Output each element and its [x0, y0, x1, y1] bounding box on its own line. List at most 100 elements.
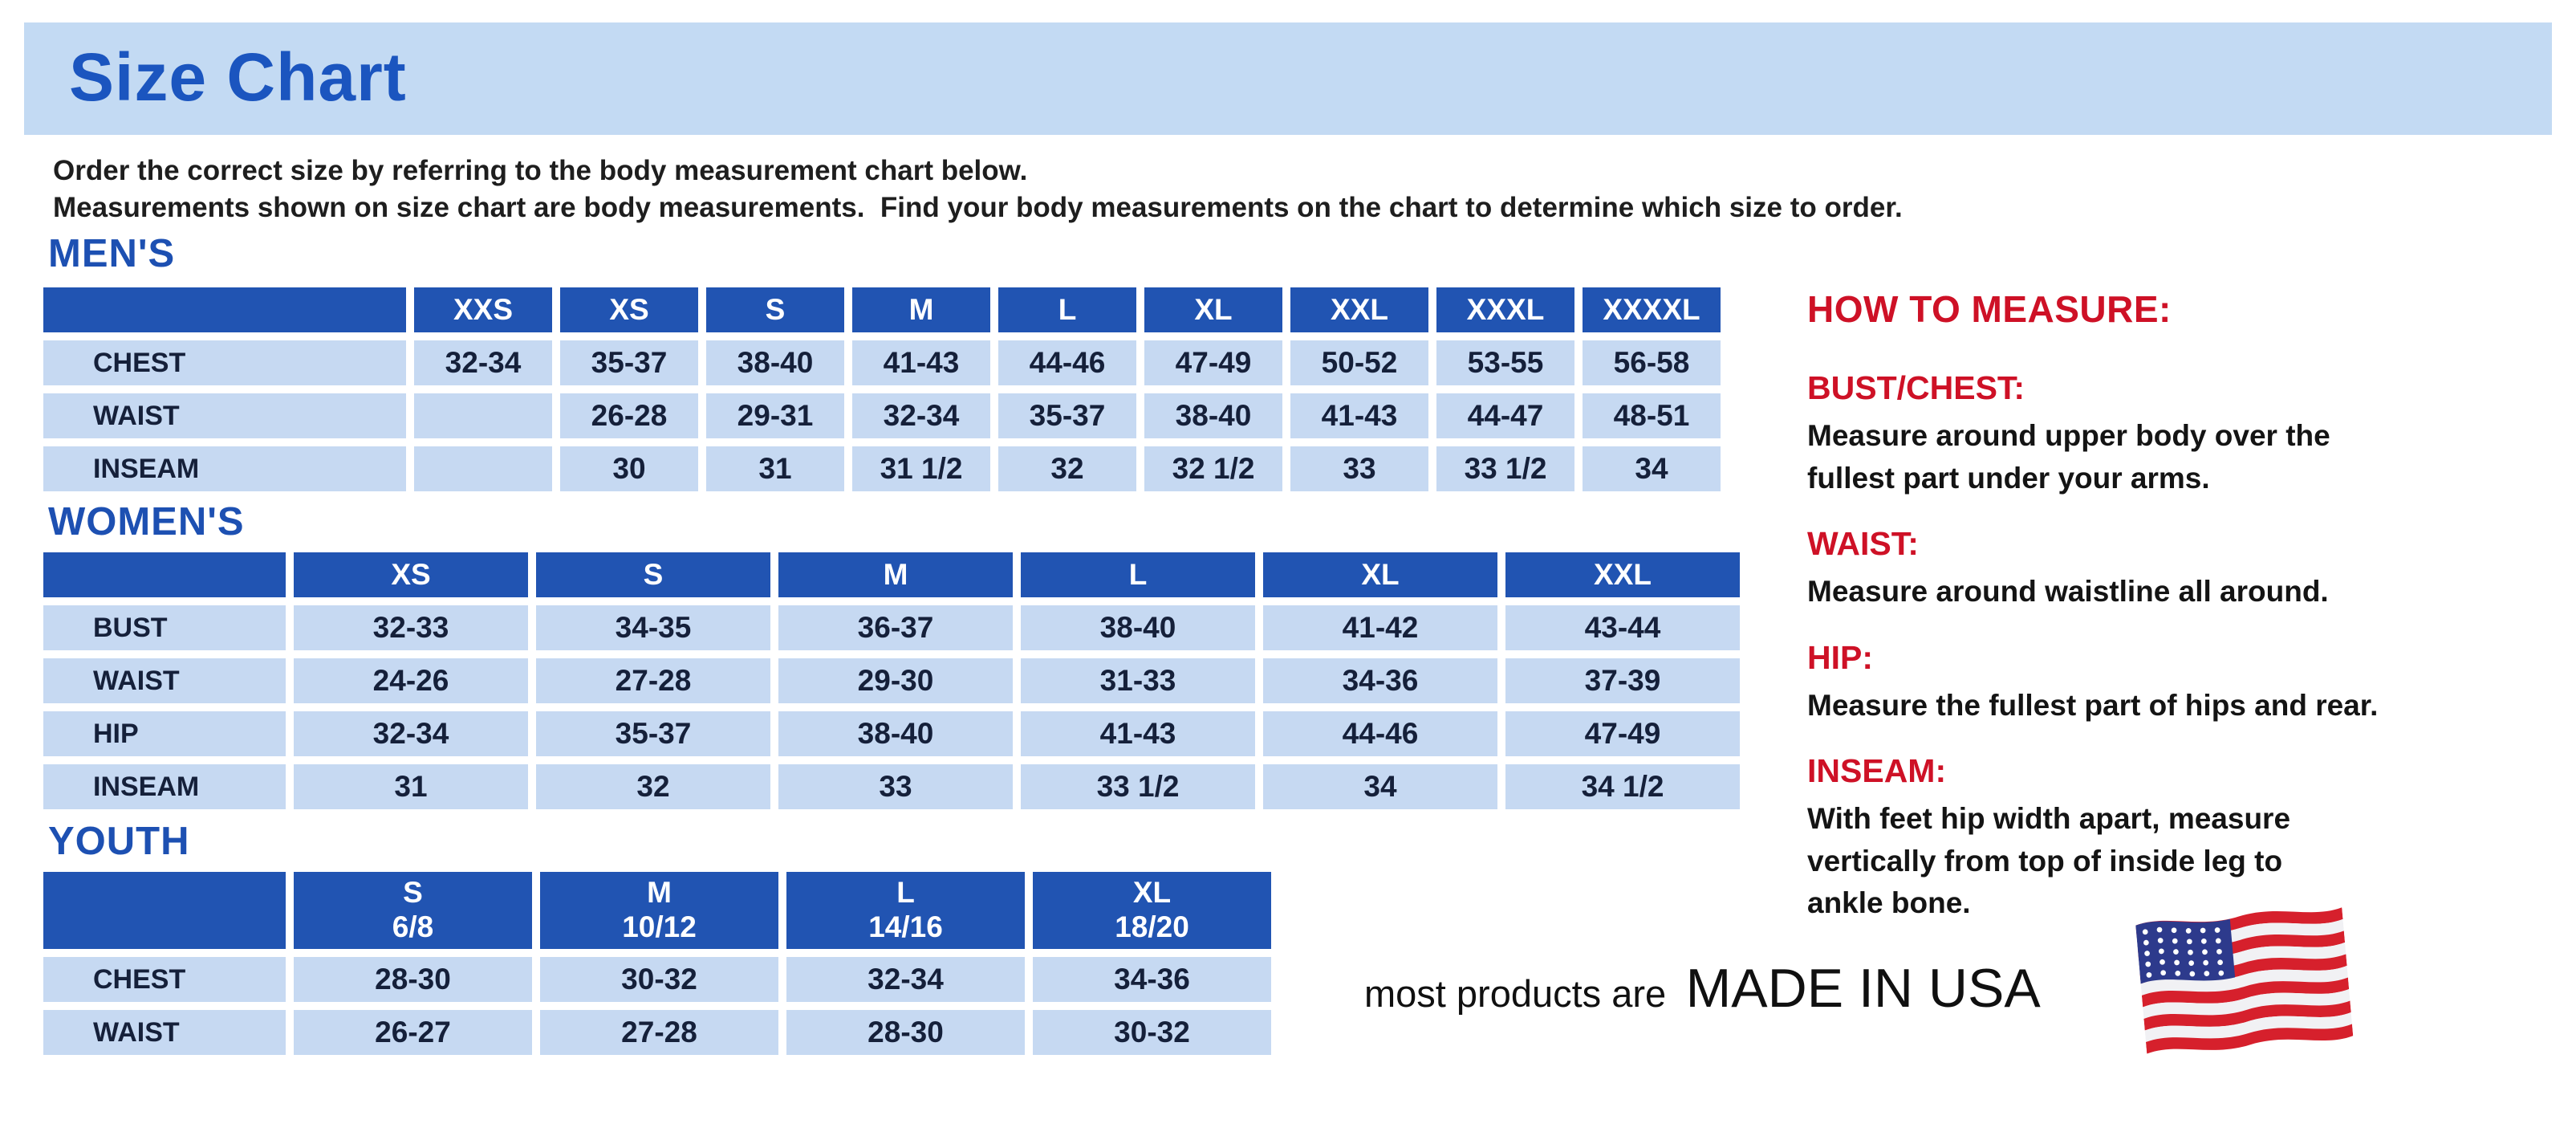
size-value-cell: 37-39: [1505, 658, 1740, 703]
size-value-cell: 34-35: [536, 605, 770, 650]
made-in-usa-prefix: most products are: [1364, 972, 1667, 1015]
measure-item-label: WAIST:: [1807, 525, 1919, 563]
size-value-cell: [414, 393, 552, 438]
size-value-cell: 33: [778, 764, 1013, 809]
size-column-header: S 6/8: [294, 872, 532, 949]
measure-item-waist: WAIST: Measure around waistline all arou…: [1807, 525, 2537, 613]
size-value-cell: 32: [536, 764, 770, 809]
size-value-cell: 53-55: [1436, 340, 1574, 385]
size-value-cell: [414, 446, 552, 491]
size-value-cell: 27-28: [540, 1010, 778, 1055]
size-value-cell: 35-37: [560, 340, 698, 385]
size-column-header: M 10/12: [540, 872, 778, 949]
size-value-cell: 32: [998, 446, 1136, 491]
made-in-usa-line: most products are MADE IN USA: [1364, 957, 2041, 1020]
size-value-cell: 32-34: [786, 957, 1025, 1002]
table-row: WAIST 26-28 29-31 32-34 35-37 38-40 41-43 44-47…: [43, 393, 1721, 438]
size-column-header: XL: [1263, 552, 1497, 597]
how-to-measure-panel: HOW TO MEASURE: BUST/CHEST: Measure arou…: [1807, 287, 2537, 925]
measure-item-text: With feet hip width apart, measure verti…: [1807, 802, 2291, 920]
size-value-cell: 44-46: [1263, 711, 1497, 756]
size-value-cell: 44-47: [1436, 393, 1574, 438]
intro-text: Order the correct size by referring to t…: [53, 153, 1903, 226]
size-value-cell: 31-33: [1021, 658, 1255, 703]
size-value-cell: 34 1/2: [1505, 764, 1740, 809]
size-value-cell: 50-52: [1290, 340, 1428, 385]
womens-size-table: XS S M L XL XXL BUST 32-33 34-35 36-37 38-40 41-42 4…: [35, 544, 1748, 817]
size-value-cell: 41-43: [852, 340, 990, 385]
size-column-header: XXXXL: [1583, 287, 1721, 332]
table-corner-cell: [43, 872, 286, 949]
size-value-cell: 38-40: [778, 711, 1013, 756]
size-value-cell: 38-40: [1144, 393, 1282, 438]
size-value-cell: 41-43: [1290, 393, 1428, 438]
size-value-cell: 28-30: [294, 957, 532, 1002]
size-value-cell: 26-28: [560, 393, 698, 438]
mens-section-heading: MEN'S: [48, 232, 176, 275]
mens-size-table: XXS XS S M L XL XXL XXXL XXXXL CHEST 32-34 35-37 38-…: [35, 279, 1729, 499]
size-value-cell: 34: [1263, 764, 1497, 809]
size-value-cell: 30: [560, 446, 698, 491]
page-header-banner: Size Chart: [24, 22, 2552, 135]
table-row: HIP 32-34 35-37 38-40 41-43 44-46 47-49: [43, 711, 1740, 756]
size-column-header: L 14/16: [786, 872, 1025, 949]
size-value-cell: 29-31: [706, 393, 844, 438]
size-value-cell: 33: [1290, 446, 1428, 491]
size-value-cell: 32-34: [852, 393, 990, 438]
measure-item-bust-chest: BUST/CHEST: Measure around upper body ov…: [1807, 369, 2537, 499]
size-value-cell: 34-36: [1263, 658, 1497, 703]
size-value-cell: 29-30: [778, 658, 1013, 703]
size-value-cell: 30-32: [1033, 1010, 1271, 1055]
measure-item-label: BUST/CHEST:: [1807, 369, 2025, 406]
size-value-cell: 35-37: [998, 393, 1136, 438]
size-value-cell: 32 1/2: [1144, 446, 1282, 491]
size-value-cell: 33 1/2: [1436, 446, 1574, 491]
size-value-cell: 32-33: [294, 605, 528, 650]
table-row: INSEAM 31 32 33 33 1/2 34 34 1/2: [43, 764, 1740, 809]
size-value-cell: 44-46: [998, 340, 1136, 385]
size-column-header: XS: [294, 552, 528, 597]
size-value-cell: 38-40: [706, 340, 844, 385]
size-column-header: XL 18/20: [1033, 872, 1271, 949]
table-corner-cell: [43, 552, 286, 597]
table-row: WAIST 26-27 27-28 28-30 30-32: [43, 1010, 1271, 1055]
size-value-cell: 43-44: [1505, 605, 1740, 650]
measure-item-inseam: INSEAM: With feet hip width apart, measu…: [1807, 752, 2537, 925]
measurement-row-label: BUST: [43, 605, 286, 650]
how-to-measure-heading: HOW TO MEASURE:: [1807, 288, 2172, 330]
size-value-cell: 27-28: [536, 658, 770, 703]
size-value-cell: 31: [294, 764, 528, 809]
size-column-header: S: [536, 552, 770, 597]
intro-line-1: Order the correct size by referring to t…: [53, 155, 1028, 186]
youth-section-heading: YOUTH: [48, 820, 190, 863]
size-column-header: XXL: [1290, 287, 1428, 332]
size-value-cell: 41-42: [1263, 605, 1497, 650]
size-column-header: XXL: [1505, 552, 1740, 597]
table-row: WAIST 24-26 27-28 29-30 31-33 34-36 37-39: [43, 658, 1740, 703]
size-value-cell: 47-49: [1505, 711, 1740, 756]
measurement-row-label: INSEAM: [43, 764, 286, 809]
measure-item-text: Measure the fullest part of hips and rea…: [1807, 688, 2379, 722]
measurement-row-label: HIP: [43, 711, 286, 756]
us-flag-icon: [2135, 907, 2354, 1054]
size-column-header: S: [706, 287, 844, 332]
size-value-cell: 24-26: [294, 658, 528, 703]
size-column-header: XXS: [414, 287, 552, 332]
size-column-header: L: [998, 287, 1136, 332]
table-row: INSEAM 30 31 31 1/2 32 32 1/2 33 33 1/2 34: [43, 446, 1721, 491]
measure-item-hip: HIP: Measure the fullest part of hips an…: [1807, 639, 2537, 727]
made-in-usa-text: MADE IN USA: [1685, 958, 2041, 1019]
table-corner-cell: [43, 287, 406, 332]
table-row: CHEST 28-30 30-32 32-34 34-36: [43, 957, 1271, 1002]
size-column-header: L: [1021, 552, 1255, 597]
measure-item-label: HIP:: [1807, 638, 1873, 676]
measurement-row-label: CHEST: [43, 957, 286, 1002]
measurement-row-label: CHEST: [43, 340, 406, 385]
size-column-header: XXXL: [1436, 287, 1574, 332]
size-value-cell: 32-34: [414, 340, 552, 385]
womens-section-heading: WOMEN'S: [48, 500, 245, 544]
measure-item-label: INSEAM:: [1807, 752, 1947, 790]
table-row: CHEST 32-34 35-37 38-40 41-43 44-46 47-49 50-52…: [43, 340, 1721, 385]
size-value-cell: 32-34: [294, 711, 528, 756]
size-value-cell: 38-40: [1021, 605, 1255, 650]
